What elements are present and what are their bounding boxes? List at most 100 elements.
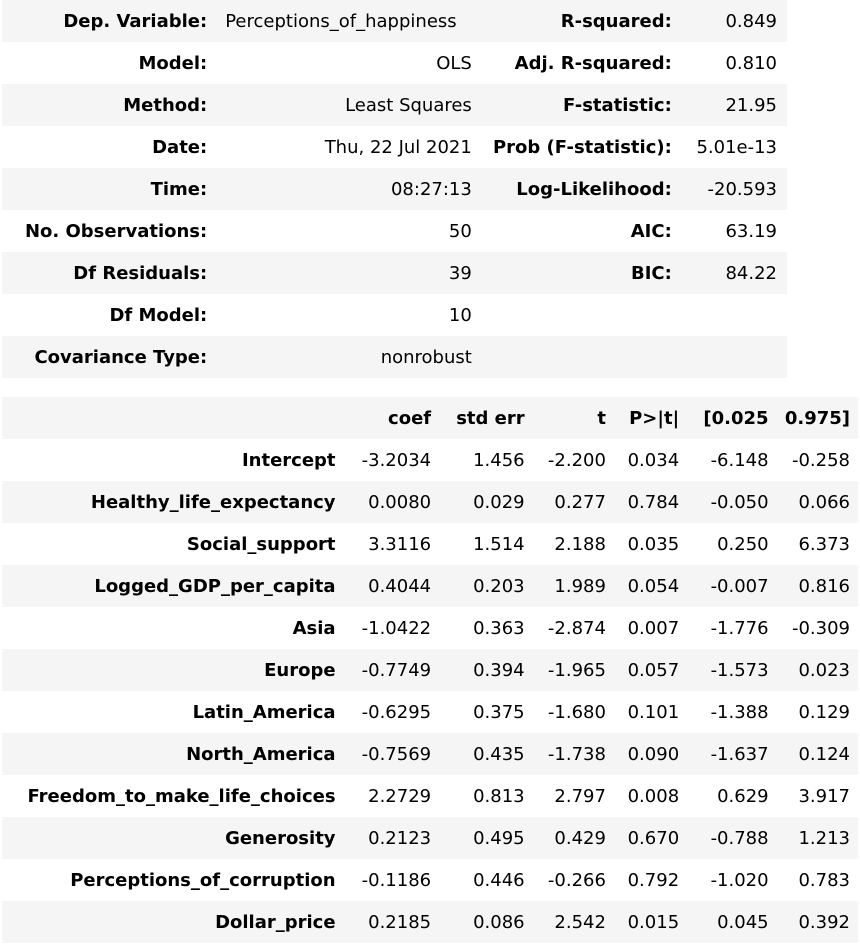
summary-row: Time: 08:27:13 Log-Likelihood: -20.593 xyxy=(2,168,787,210)
p-value: 0.034 xyxy=(627,449,680,471)
std-err-value: 0.375 xyxy=(473,701,525,723)
p-value: 0.090 xyxy=(627,743,680,765)
t-value: -1.738 xyxy=(547,743,606,765)
t-value: -1.680 xyxy=(547,701,606,723)
t-value: -2.874 xyxy=(547,617,606,639)
summary-row: Df Model: 10 xyxy=(2,294,787,336)
std-err-value: 0.435 xyxy=(473,743,525,765)
variable-name: Intercept xyxy=(241,449,336,471)
summary-left-label: Df Residuals: xyxy=(73,262,208,284)
ci-lower-value: -1.637 xyxy=(710,743,769,765)
coef-value: -0.7749 xyxy=(361,659,432,681)
std-err-value: 0.086 xyxy=(473,911,525,933)
ci-upper-value: -0.258 xyxy=(791,449,850,471)
summary-row: Model: OLS Adj. R-squared: 0.810 xyxy=(2,42,787,84)
summary-left-label: Covariance Type: xyxy=(34,346,208,368)
summary-left-value: 39 xyxy=(448,262,472,284)
summary-left-label: Model: xyxy=(138,52,208,74)
summary-right-value: -20.593 xyxy=(707,178,777,200)
summary-row: Method: Least Squares F-statistic: 21.95 xyxy=(2,84,787,126)
std-err-value: 0.813 xyxy=(473,785,525,807)
summary-row: Df Residuals: 39 BIC: 84.22 xyxy=(2,252,787,294)
summary-left-value: 08:27:13 xyxy=(390,178,472,200)
ci-upper-value: 0.783 xyxy=(798,869,850,891)
p-value: 0.670 xyxy=(627,827,680,849)
summary-right-value: 0.810 xyxy=(725,52,777,74)
ci-upper-value: 6.373 xyxy=(798,533,850,555)
coef-value: -3.2034 xyxy=(361,449,432,471)
p-value: 0.007 xyxy=(627,617,680,639)
summary-right-value: 84.22 xyxy=(725,262,777,284)
summary-right-value: 5.01e-13 xyxy=(696,136,777,158)
summary-left-value: 10 xyxy=(448,304,472,326)
coef-row: Europe -0.7749 0.394 -1.965 0.057 -1.573… xyxy=(2,649,858,691)
ci-lower-value: -1.020 xyxy=(710,869,769,891)
coef-row: North_America -0.7569 0.435 -1.738 0.090… xyxy=(2,733,858,775)
model-summary-table: Dep. Variable: Perceptions_of_happiness … xyxy=(2,0,787,378)
summary-left-value: nonrobust xyxy=(380,346,472,368)
coef-value: -1.0422 xyxy=(361,617,432,639)
summary-right-label: Log-Likelihood: xyxy=(516,178,672,200)
header-p-value: P>|t| xyxy=(629,407,680,429)
summary-right-label xyxy=(478,294,678,336)
p-value: 0.015 xyxy=(627,911,680,933)
summary-row: Covariance Type: nonrobust xyxy=(2,336,787,378)
t-value: 2.797 xyxy=(554,785,606,807)
summary-right-label xyxy=(478,336,678,378)
summary-left-label: Method: xyxy=(123,94,208,116)
ci-upper-value: 0.129 xyxy=(798,701,850,723)
coef-row: Social_support 3.3116 1.514 2.188 0.035 … xyxy=(2,523,858,565)
coef-row: Asia -1.0422 0.363 -2.874 0.007 -1.776 -… xyxy=(2,607,858,649)
summary-row: No. Observations: 50 AIC: 63.19 xyxy=(2,210,787,252)
coefficients-table: coef std err t P>|t| [0.025 0.975] Inter… xyxy=(2,397,858,943)
ci-lower-value: 0.629 xyxy=(717,785,769,807)
ci-lower-value: 0.045 xyxy=(717,911,769,933)
coef-value: 3.3116 xyxy=(368,533,432,555)
ci-lower-value: -1.776 xyxy=(710,617,769,639)
coef-value: -0.1186 xyxy=(361,869,432,891)
variable-name: Europe xyxy=(264,659,336,681)
header-t: t xyxy=(597,407,606,429)
ci-lower-value: -1.388 xyxy=(710,701,769,723)
summary-right-label: AIC: xyxy=(630,220,672,242)
header-coef: coef xyxy=(388,407,432,429)
p-value: 0.057 xyxy=(627,659,680,681)
summary-right-label: Prob (F-statistic): xyxy=(492,136,672,158)
summary-right-value: 21.95 xyxy=(725,94,777,116)
coef-value: -0.7569 xyxy=(361,743,432,765)
std-err-value: 0.446 xyxy=(473,869,525,891)
t-value: -0.266 xyxy=(547,869,606,891)
header-ci-upper: 0.975] xyxy=(784,407,850,429)
variable-name: Logged_GDP_per_capita xyxy=(94,575,336,597)
summary-right-value: 0.849 xyxy=(725,10,777,32)
t-value: -2.200 xyxy=(547,449,606,471)
coefficients-body: Intercept -3.2034 1.456 -2.200 0.034 -6.… xyxy=(2,439,858,943)
ci-upper-value: -0.309 xyxy=(791,617,850,639)
t-value: 0.277 xyxy=(554,491,606,513)
std-err-value: 1.514 xyxy=(473,533,525,555)
summary-row: Date: Thu, 22 Jul 2021 Prob (F-statistic… xyxy=(2,126,787,168)
coef-value: 0.0080 xyxy=(368,491,432,513)
coef-row: Generosity 0.2123 0.495 0.429 0.670 -0.7… xyxy=(2,817,858,859)
t-value: 1.989 xyxy=(554,575,606,597)
ci-lower-value: -0.050 xyxy=(710,491,769,513)
summary-row: Dep. Variable: Perceptions_of_happiness … xyxy=(2,0,787,42)
variable-name: Dollar_price xyxy=(215,911,336,933)
std-err-value: 1.456 xyxy=(473,449,525,471)
summary-right-value xyxy=(678,294,787,336)
ci-lower-value: -1.573 xyxy=(710,659,769,681)
variable-name: Latin_America xyxy=(192,701,336,723)
summary-right-label: F-statistic: xyxy=(562,94,672,116)
ci-upper-value: 1.213 xyxy=(798,827,850,849)
summary-right-label: Adj. R-squared: xyxy=(514,52,672,74)
header-blank xyxy=(2,397,342,439)
coef-value: 0.2123 xyxy=(368,827,432,849)
variable-name: Generosity xyxy=(225,827,336,849)
model-summary-body: Dep. Variable: Perceptions_of_happiness … xyxy=(2,0,787,378)
p-value: 0.008 xyxy=(627,785,680,807)
header-std-err: std err xyxy=(456,407,525,429)
ci-upper-value: 0.392 xyxy=(798,911,850,933)
summary-left-label: Time: xyxy=(150,178,208,200)
std-err-value: 0.029 xyxy=(473,491,525,513)
std-err-value: 0.203 xyxy=(473,575,525,597)
